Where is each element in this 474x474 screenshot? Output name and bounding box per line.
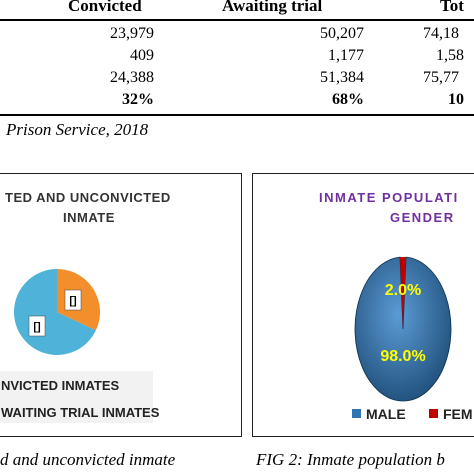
fig2-slice-male: [354, 256, 452, 402]
table-cell: 24,388: [110, 69, 154, 86]
table-cell: 1,58: [436, 47, 464, 64]
table-cell: 51,384: [320, 69, 364, 86]
table-header-awaiting: Awaiting trial: [222, 0, 323, 15]
table-cell: 50,207: [320, 25, 364, 42]
fig2-slice-female: [399, 257, 407, 329]
fig2-data-label-male: 98.0%: [380, 348, 425, 365]
table-cell-percent: 32%: [122, 91, 154, 108]
table-source-note: Prison Service, 2018: [6, 120, 149, 139]
inmate-table: Convicted Awaiting trial Tot 23,979 50,2…: [0, 0, 474, 118]
fig2-panel: INMATE POPULATI GENDER 2.0% 98.0% MALE F…: [252, 173, 474, 437]
table-header-rule: [0, 19, 474, 21]
fig2-legend-female-swatch: [429, 409, 438, 418]
fig1-data-label-bg-awaiting: [28, 315, 46, 337]
fig2-legend-male: MALE: [366, 406, 406, 422]
fig2-caption: FIG 2: Inmate population b: [256, 450, 445, 469]
table-cell-percent: 68%: [332, 91, 364, 108]
fig1-panel: TED AND UNCONVICTED INMATE [] [] NVICTED…: [0, 173, 242, 437]
table-header-total: Tot: [440, 0, 464, 15]
table-bottom-rule: [0, 114, 474, 116]
fig1-legend-awaiting: WAITING TRIAL INMATES: [1, 405, 160, 420]
table-cell-percent: 10: [448, 91, 464, 108]
fig1-legend-box: [0, 371, 153, 423]
fig1-caption: d and unconvicted inmate: [0, 450, 176, 469]
table-cell: 23,979: [110, 25, 154, 42]
fig2-data-label-female: 2.0%: [385, 282, 421, 299]
fig2-title-line2: GENDER: [390, 210, 455, 225]
table-cell: 1,177: [328, 47, 364, 64]
fig1-title-line2: INMATE: [63, 210, 115, 225]
table-cell: 75,77: [423, 69, 459, 86]
table-cell: 409: [130, 47, 154, 64]
fig2-title-line1: INMATE POPULATI: [319, 190, 459, 205]
fig1-data-label-convicted: []: [69, 295, 77, 307]
fig1-data-label-awaiting: []: [33, 321, 41, 333]
fig2-legend-male-swatch: [352, 409, 361, 418]
fig2-pie-chart: 2.0% 98.0%: [354, 256, 452, 402]
fig1-pie-chart: [] []: [14, 269, 100, 355]
fig1-legend-convicted: NVICTED INMATES: [1, 378, 120, 393]
fig1-data-label-bg-convicted: [64, 289, 82, 311]
table-header-convicted: Convicted: [68, 0, 142, 15]
fig2-legend-female: FEM: [443, 406, 473, 422]
fig1-title-line1: TED AND UNCONVICTED: [5, 190, 171, 205]
table-cell: 74,18: [423, 25, 459, 42]
